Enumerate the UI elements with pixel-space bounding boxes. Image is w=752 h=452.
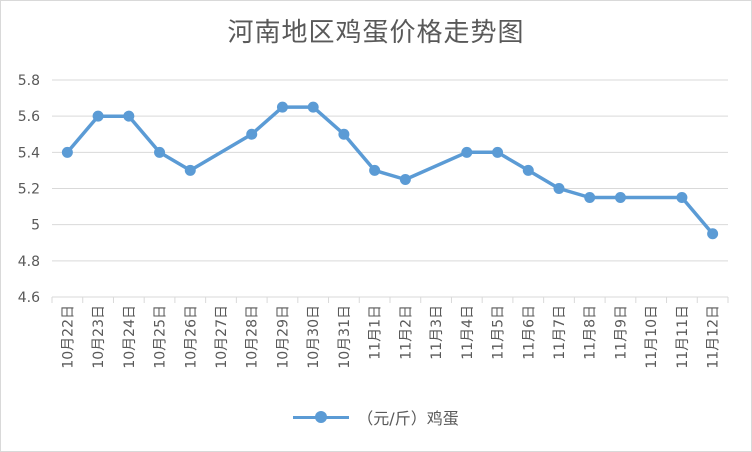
y-tick-label: 4.6 — [18, 290, 40, 306]
x-tick-label: 11月3日 — [429, 305, 445, 360]
x-tick-label: 11月6日 — [521, 305, 537, 360]
x-tick-label: 11月1日 — [368, 305, 384, 360]
x-tick-label: 11月7日 — [552, 305, 568, 360]
data-point — [553, 183, 565, 194]
y-tick-label: 5.2 — [18, 182, 40, 198]
data-point — [584, 192, 596, 204]
data-point — [184, 164, 196, 176]
x-tick-label: 10月23日 — [91, 305, 107, 369]
x-tick-label: 10月24日 — [122, 305, 138, 369]
x-tick-label: 10月25日 — [153, 305, 169, 369]
data-point — [276, 101, 288, 113]
x-tick-label: 11月5日 — [491, 305, 507, 360]
series-line — [66, 105, 714, 235]
x-tick-label: 11月2日 — [398, 305, 414, 360]
data-point — [614, 192, 626, 204]
legend: （元/斤）鸡蛋 — [0, 405, 752, 429]
data-point — [92, 110, 104, 122]
x-tick-label: 10月22日 — [60, 305, 76, 369]
data-point — [492, 146, 504, 158]
legend-marker-icon — [293, 409, 350, 425]
x-tick-label: 10月30日 — [306, 305, 322, 369]
data-point — [123, 110, 135, 122]
data-point — [461, 146, 473, 158]
data-point — [369, 164, 381, 176]
data-point — [61, 146, 73, 158]
x-tick-label: 11月9日 — [613, 305, 629, 360]
y-tick-label: 4.8 — [18, 254, 40, 270]
data-point — [522, 164, 534, 176]
data-point — [246, 128, 258, 140]
x-tick-label: 11月4日 — [460, 305, 476, 360]
x-tick-label: 11月10日 — [644, 305, 660, 369]
x-tick-label: 11月8日 — [583, 305, 599, 360]
x-tick-label: 10月31日 — [337, 305, 353, 369]
y-tick-label: 5.4 — [18, 145, 40, 161]
x-tick-label: 11月12日 — [706, 305, 722, 369]
y-tick-label: 5.8 — [18, 73, 40, 89]
x-tick-label: 10月26日 — [183, 305, 199, 369]
y-tick-label: 5 — [31, 218, 40, 234]
data-point — [399, 173, 411, 185]
y-tick-label: 5.6 — [18, 109, 40, 125]
chart-title: 河南地区鸡蛋价格走势图 — [227, 18, 525, 48]
legend-label: （元/斤）鸡蛋 — [357, 409, 459, 428]
data-point — [676, 192, 688, 204]
x-tick-label: 10月27日 — [214, 305, 230, 369]
data-point — [338, 128, 350, 140]
data-point — [154, 146, 166, 158]
data-point — [307, 101, 319, 113]
data-point — [707, 228, 719, 240]
x-tick-label: 11月11日 — [675, 305, 691, 369]
x-tick-label: 10月28日 — [245, 305, 261, 369]
x-tick-label: 10月29日 — [275, 305, 291, 369]
